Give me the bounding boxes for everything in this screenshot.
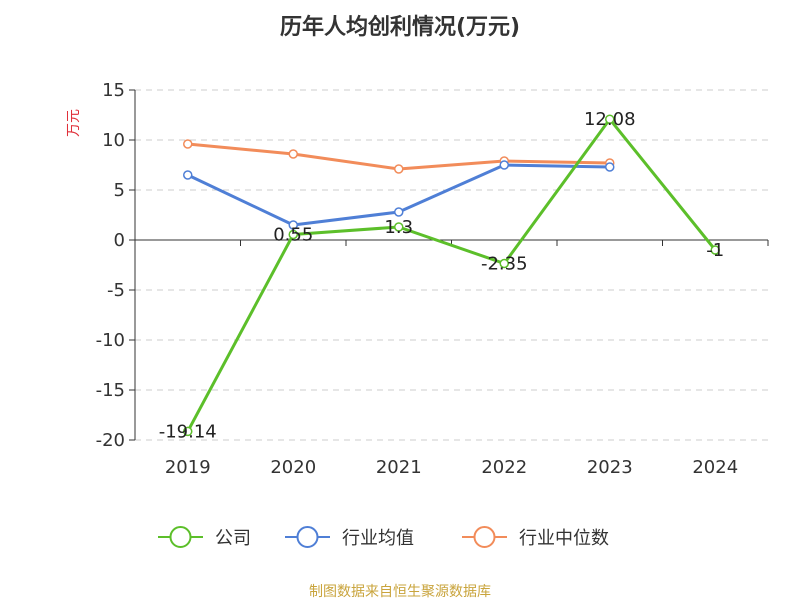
data-point — [394, 207, 404, 217]
data-point — [605, 162, 615, 172]
data-point — [499, 160, 509, 170]
y-tick-label: -5 — [107, 280, 125, 301]
data-point — [710, 245, 720, 255]
y-tick-label: -20 — [96, 430, 125, 451]
data-point — [394, 222, 404, 232]
y-tick-label: 0 — [114, 230, 125, 251]
y-axis-label: 万元 — [66, 109, 82, 137]
grid — [135, 89, 768, 441]
data-point — [394, 164, 404, 174]
data-label: -1 — [706, 240, 724, 261]
legend-swatch-marker — [169, 526, 192, 548]
data-point — [288, 220, 298, 230]
series-line-0 — [186, 117, 717, 433]
legend-label: 行业均值 — [342, 528, 414, 549]
data-point — [183, 170, 193, 180]
data-point — [288, 149, 298, 159]
data-label: -19.14 — [159, 421, 217, 442]
x-tick-label: 2022 — [481, 457, 527, 478]
y-tick-label: -15 — [96, 380, 125, 401]
legend-label: 行业中位数 — [519, 528, 609, 549]
legend-item-2: 行业中位数 — [462, 526, 609, 549]
legend-item-0: 公司 — [158, 526, 251, 549]
data-label: 12.08 — [584, 109, 636, 130]
y-tick-label: -10 — [96, 330, 125, 351]
series — [183, 114, 720, 437]
data-labels: -19.14 0.55 1.3 -2.35 12.08 -1 — [159, 109, 724, 442]
y-tick-label: 5 — [114, 180, 125, 201]
data-label: -2.35 — [481, 254, 528, 275]
axes: 15 10 5 0 -5 -10 -15 -20 2019 2020 2021 2022 2023 202… — [96, 80, 769, 478]
legend-swatch-marker — [296, 526, 319, 548]
data-point — [499, 258, 509, 269]
legend-swatch-marker — [473, 526, 496, 548]
y-tick-label: 15 — [102, 80, 125, 101]
data-point — [183, 426, 193, 437]
data-label: 0.55 — [273, 225, 313, 246]
chart-title: 历年人均创利情况(万元) — [280, 14, 520, 40]
data-point — [605, 114, 615, 124]
x-tick-label: 2021 — [376, 457, 422, 478]
x-tick-label: 2023 — [587, 457, 633, 478]
x-tick-label: 2019 — [165, 457, 211, 478]
data-point — [183, 139, 193, 149]
data-point — [288, 229, 298, 240]
x-tick-label: 2024 — [692, 457, 738, 478]
data-label: 1.3 — [384, 217, 413, 238]
y-tick-label: 10 — [102, 130, 125, 151]
legend-item-1: 行业均值 — [285, 526, 414, 549]
source-note: 制图数据来自恒生聚源数据库 — [309, 584, 491, 600]
x-tick-label: 2020 — [270, 457, 316, 478]
legend: 公司 行业均值 行业中位数 — [158, 526, 609, 549]
legend-label: 公司 — [215, 528, 251, 549]
